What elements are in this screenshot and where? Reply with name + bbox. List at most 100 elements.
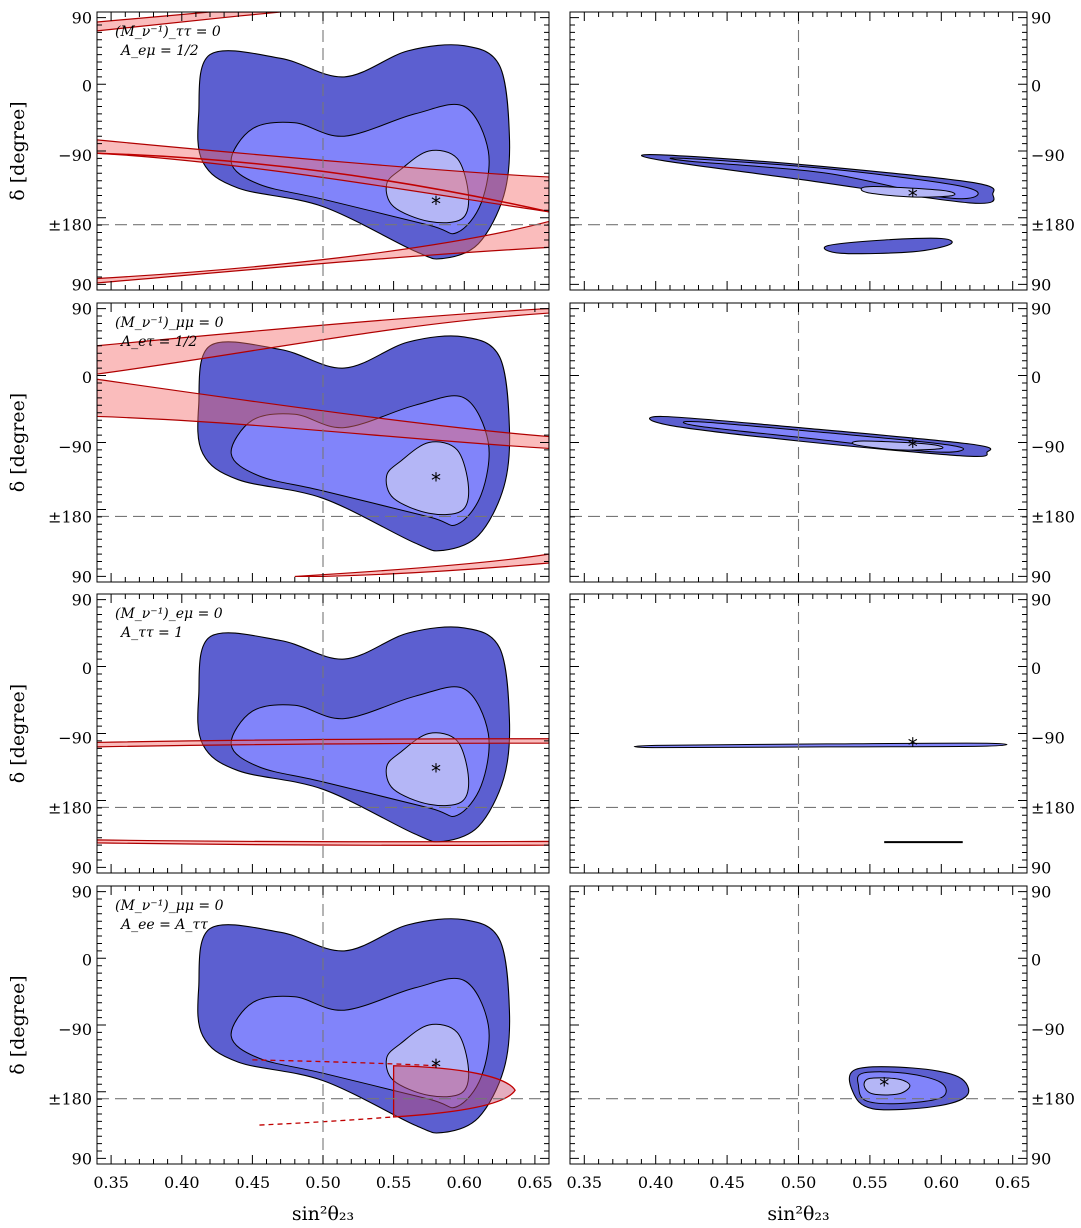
y-tick-label: ±180 bbox=[48, 1090, 92, 1109]
panel-row2-left: (M_ν⁻¹)_μμ = 0 A_eτ = 1/2 90 0 −90 ±180 90 * δ [… bbox=[7, 300, 550, 586]
panel-row4-right: 90 0 −90 ±180 90 * bbox=[569, 883, 1075, 1168]
best-fit-marker: * bbox=[431, 192, 441, 216]
y-tick-label: 90 bbox=[72, 883, 92, 902]
best-fit-marker: * bbox=[908, 435, 918, 459]
contour-3sigma-secondary bbox=[823, 237, 953, 255]
axis-ticks bbox=[569, 12, 1028, 290]
y-tick-label: −90 bbox=[58, 438, 92, 457]
x-tick-label: 0.35 bbox=[93, 1173, 129, 1192]
y-tick-label: 0 bbox=[1031, 368, 1041, 387]
constraint-band bbox=[294, 553, 549, 578]
panel-row4-left: (M_ν⁻¹)_μμ = 0 A_ee = A_ττ 90 0 −90 ±180 90 * δ … bbox=[7, 883, 550, 1168]
axis-ticks bbox=[569, 303, 1028, 582]
contour-1sigma bbox=[860, 186, 956, 198]
y-tick-label: 90 bbox=[1031, 858, 1051, 877]
best-fit-marker: * bbox=[431, 1055, 441, 1079]
x-tick-label: 0.55 bbox=[852, 1173, 888, 1192]
axis-ticks bbox=[569, 594, 1028, 873]
y-tick-label: ±180 bbox=[48, 216, 92, 235]
correlation-label: A_eτ = 1/2 bbox=[119, 334, 197, 350]
best-fit-marker: * bbox=[879, 1073, 889, 1097]
panel-row3-right: 90 0 −90 ±180 90 * bbox=[569, 591, 1075, 877]
y-tick-label: −90 bbox=[1031, 146, 1065, 165]
y-tick-label: 90 bbox=[72, 858, 92, 877]
y-tick-label: 90 bbox=[72, 591, 92, 610]
panel-plot-area bbox=[97, 307, 549, 578]
panel-plot-area bbox=[848, 1066, 970, 1111]
constraint-label: (M_ν⁻¹)_eμ = 0 bbox=[115, 606, 223, 622]
y-tick-label: 0 bbox=[82, 659, 92, 678]
correlation-label: A_ττ = 1 bbox=[119, 625, 183, 641]
x-tick-label: 0.65 bbox=[995, 1173, 1031, 1192]
constraint-label: (M_ν⁻¹)_ττ = 0 bbox=[115, 24, 221, 40]
correlation-label: A_eμ = 1/2 bbox=[119, 43, 199, 59]
x-tick-label: 0.40 bbox=[638, 1173, 674, 1192]
y-axis-title: δ [degree] bbox=[7, 101, 29, 200]
x-tick-label: 0.45 bbox=[235, 1173, 271, 1192]
constraint-curve-dashed bbox=[252, 1059, 437, 1067]
y-tick-label: ±180 bbox=[48, 507, 92, 526]
y-tick-label: ±180 bbox=[1031, 507, 1075, 526]
y-tick-label: −90 bbox=[1031, 1020, 1065, 1039]
y-tick-label: ±180 bbox=[1031, 1090, 1075, 1109]
axis-ticks bbox=[96, 886, 550, 1164]
y-tick-label: 0 bbox=[1031, 77, 1041, 96]
panel-row1-right: 90 0 −90 ±180 90 * bbox=[569, 9, 1075, 294]
x-axis-title: sin²θ₂₃ bbox=[767, 1203, 829, 1225]
panel-row3-left: (M_ν⁻¹)_eμ = 0 A_ττ = 1 90 0 −90 ±180 90 * δ [de… bbox=[7, 591, 550, 877]
x-tick-label: 0.50 bbox=[305, 1173, 341, 1192]
panel-plot-area bbox=[649, 415, 992, 457]
contour-1sigma bbox=[863, 1077, 911, 1096]
contour-1sigma bbox=[385, 1023, 470, 1098]
x-tick-label: 0.65 bbox=[517, 1173, 553, 1192]
y-tick-label: 0 bbox=[82, 951, 92, 970]
y-axis-title: δ [degree] bbox=[7, 393, 29, 492]
y-tick-label: −90 bbox=[1031, 438, 1065, 457]
contour-2sigma bbox=[633, 742, 1008, 749]
constraint-label: (M_ν⁻¹)_μμ = 0 bbox=[115, 315, 224, 331]
y-tick-label: 90 bbox=[1031, 300, 1051, 319]
allowed-region bbox=[392, 1065, 516, 1118]
contour-1sigma bbox=[385, 149, 470, 224]
y-tick-label: 90 bbox=[1031, 1149, 1051, 1168]
y-tick-label: 90 bbox=[1031, 9, 1051, 28]
y-tick-label: 90 bbox=[1031, 591, 1051, 610]
contour-1sigma bbox=[385, 441, 470, 516]
constraint-band bbox=[97, 307, 549, 375]
y-axis-title: δ [degree] bbox=[7, 975, 29, 1074]
constraint-band bbox=[97, 220, 549, 284]
y-tick-label: 90 bbox=[72, 300, 92, 319]
best-fit-marker: * bbox=[431, 469, 441, 493]
constraint-curve-dashed bbox=[259, 1116, 394, 1126]
x-tick-label: 0.55 bbox=[376, 1173, 412, 1192]
correlation-label: A_ee = A_ττ bbox=[119, 917, 208, 933]
y-tick-label: 90 bbox=[72, 9, 92, 28]
panel-row1-left: (M_ν⁻¹)_ττ = 0 A_eμ = 1/2 90 0 −90 ±180 90 * δ [… bbox=[7, 9, 550, 294]
axis-ticks bbox=[96, 303, 550, 582]
constraint-band bbox=[97, 12, 281, 32]
x-tick-label: 0.35 bbox=[566, 1173, 602, 1192]
y-tick-label: 0 bbox=[82, 368, 92, 387]
y-tick-label: 90 bbox=[72, 567, 92, 586]
contour-1sigma bbox=[385, 732, 470, 807]
axis-ticks bbox=[96, 12, 550, 290]
best-fit-marker: * bbox=[908, 184, 918, 208]
y-tick-label: 0 bbox=[1031, 659, 1041, 678]
panel-plot-area bbox=[197, 918, 516, 1134]
x-tick-label: 0.45 bbox=[709, 1173, 745, 1192]
panel-row2-right: 90 0 −90 ±180 90 * bbox=[569, 300, 1075, 586]
y-tick-label: ±180 bbox=[1031, 216, 1075, 235]
y-tick-label: −90 bbox=[58, 729, 92, 748]
y-tick-label: ±180 bbox=[48, 798, 92, 817]
y-tick-label: 90 bbox=[72, 1149, 92, 1168]
best-fit-marker: * bbox=[908, 734, 918, 758]
y-tick-label: 90 bbox=[1031, 275, 1051, 294]
y-tick-label: ±180 bbox=[1031, 798, 1075, 817]
axis-ticks bbox=[96, 594, 550, 873]
y-tick-label: −90 bbox=[58, 1020, 92, 1039]
y-tick-label: −90 bbox=[58, 146, 92, 165]
y-tick-label: 0 bbox=[1031, 951, 1041, 970]
y-tick-label: 0 bbox=[82, 77, 92, 96]
x-tick-label: 0.60 bbox=[924, 1173, 960, 1192]
